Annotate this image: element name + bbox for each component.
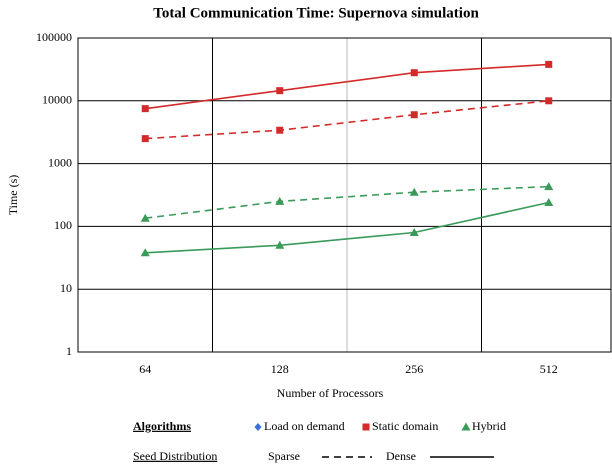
x-tick-label: 512	[540, 362, 558, 376]
marker	[141, 105, 149, 113]
marker	[409, 187, 419, 196]
legend-label: Sparse	[268, 449, 300, 463]
marker	[140, 248, 150, 257]
legend-title: Seed Distribution	[133, 449, 217, 463]
plot-area	[77, 37, 612, 353]
marker	[276, 87, 284, 95]
marker	[545, 60, 553, 68]
legend-label: Dense	[386, 449, 416, 463]
series-line	[145, 63, 549, 110]
marker	[140, 213, 150, 222]
x-tick-label: 128	[271, 362, 289, 376]
marker	[544, 198, 554, 207]
y-tick-label: 1000	[48, 155, 72, 169]
y-tick-label: 10000	[42, 93, 72, 107]
y-tick-label: 10	[60, 281, 72, 295]
x-tick-label: 64	[139, 362, 151, 376]
series-line	[145, 201, 549, 254]
marker	[275, 196, 285, 205]
legend-label: Load on demand	[264, 419, 345, 433]
legend-title: Algorithms	[133, 419, 191, 433]
series-line	[145, 185, 549, 220]
legend-label: Static domain	[372, 419, 438, 433]
marker	[410, 69, 418, 77]
marker	[362, 423, 370, 431]
marker	[254, 423, 262, 431]
y-tick-label: 100000	[36, 30, 72, 44]
marker	[141, 135, 149, 143]
marker	[545, 97, 553, 105]
marker	[544, 182, 554, 191]
legend-label: Hybrid	[472, 419, 506, 433]
series-line	[145, 100, 549, 140]
marker	[461, 422, 471, 431]
y-tick-label: 100	[54, 218, 72, 232]
y-axis-label: Time (s)	[6, 175, 20, 216]
x-tick-label: 256	[405, 362, 423, 376]
marker	[276, 126, 284, 134]
marker	[275, 240, 285, 249]
marker	[410, 111, 418, 119]
marker	[409, 227, 419, 236]
chart-title: Total Communication Time: Supernova simu…	[153, 5, 479, 21]
x-axis-label: Number of Processors	[277, 386, 384, 400]
y-tick-label: 1	[66, 344, 72, 358]
